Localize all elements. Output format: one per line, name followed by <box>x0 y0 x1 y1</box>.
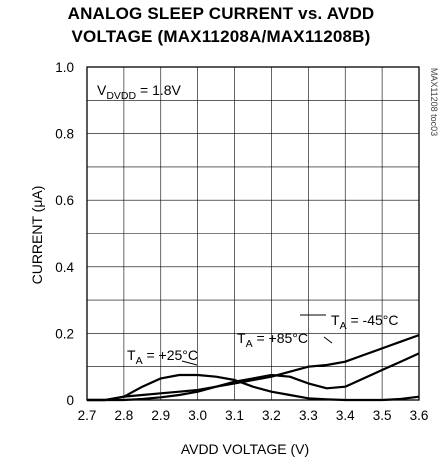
chart-title-line1: ANALOG SLEEP CURRENT vs. AVDD <box>67 4 375 23</box>
tick-labels: 2.7 2.8 2.9 3.0 3.1 3.2 3.3 3.4 3.5 3.6 0 0.2 0.4 0.6… <box>55 60 428 423</box>
y-tick-label: 0.2 <box>55 326 74 341</box>
x-tick-label: 3.6 <box>410 408 429 423</box>
series-line-2 <box>87 352 420 402</box>
condition-label: VDVDD = 1.8V <box>97 82 182 102</box>
grid <box>87 67 419 400</box>
series-line-3 <box>87 334 420 402</box>
x-tick-label: 3.0 <box>188 408 207 423</box>
x-tick-label: 3.1 <box>225 408 244 423</box>
x-tick-label: 3.5 <box>373 408 392 423</box>
x-tick-label: 3.2 <box>262 408 281 423</box>
annotation-label: TA = +25°C <box>127 347 198 367</box>
figure-id: MAX11208 toc03 <box>429 68 439 136</box>
plot-frame <box>86 66 420 401</box>
annotation-leader <box>323 336 333 344</box>
annotations: TA = +25°C TA = +85°C TA = -45°C <box>127 312 398 367</box>
y-tick-label: 0 <box>66 393 74 408</box>
x-tick-label: 3.3 <box>299 408 318 423</box>
annotation-label: TA = -45°C <box>331 312 398 332</box>
y-tick-label: 1.0 <box>55 60 74 75</box>
series-line-1 <box>87 373 420 402</box>
x-tick-label: 2.9 <box>151 408 170 423</box>
x-tick-label: 3.4 <box>336 408 355 423</box>
y-tick-label: 0.4 <box>55 260 74 275</box>
y-tick-label: 0.8 <box>55 127 74 142</box>
x-tick-label: 2.8 <box>114 408 133 423</box>
chart-title-line2: VOLTAGE (MAX11208A/MAX11208B) <box>71 27 371 46</box>
annotation-leader <box>181 360 198 366</box>
annotation-label: TA = +85°C <box>237 330 308 350</box>
x-axis-label: AVDD VOLTAGE (V) <box>181 441 309 457</box>
x-tick-label: 2.7 <box>78 408 97 423</box>
series-group <box>87 334 420 402</box>
y-axis-label: CURRENT (μA) <box>29 186 45 285</box>
y-tick-label: 0.6 <box>55 193 74 208</box>
